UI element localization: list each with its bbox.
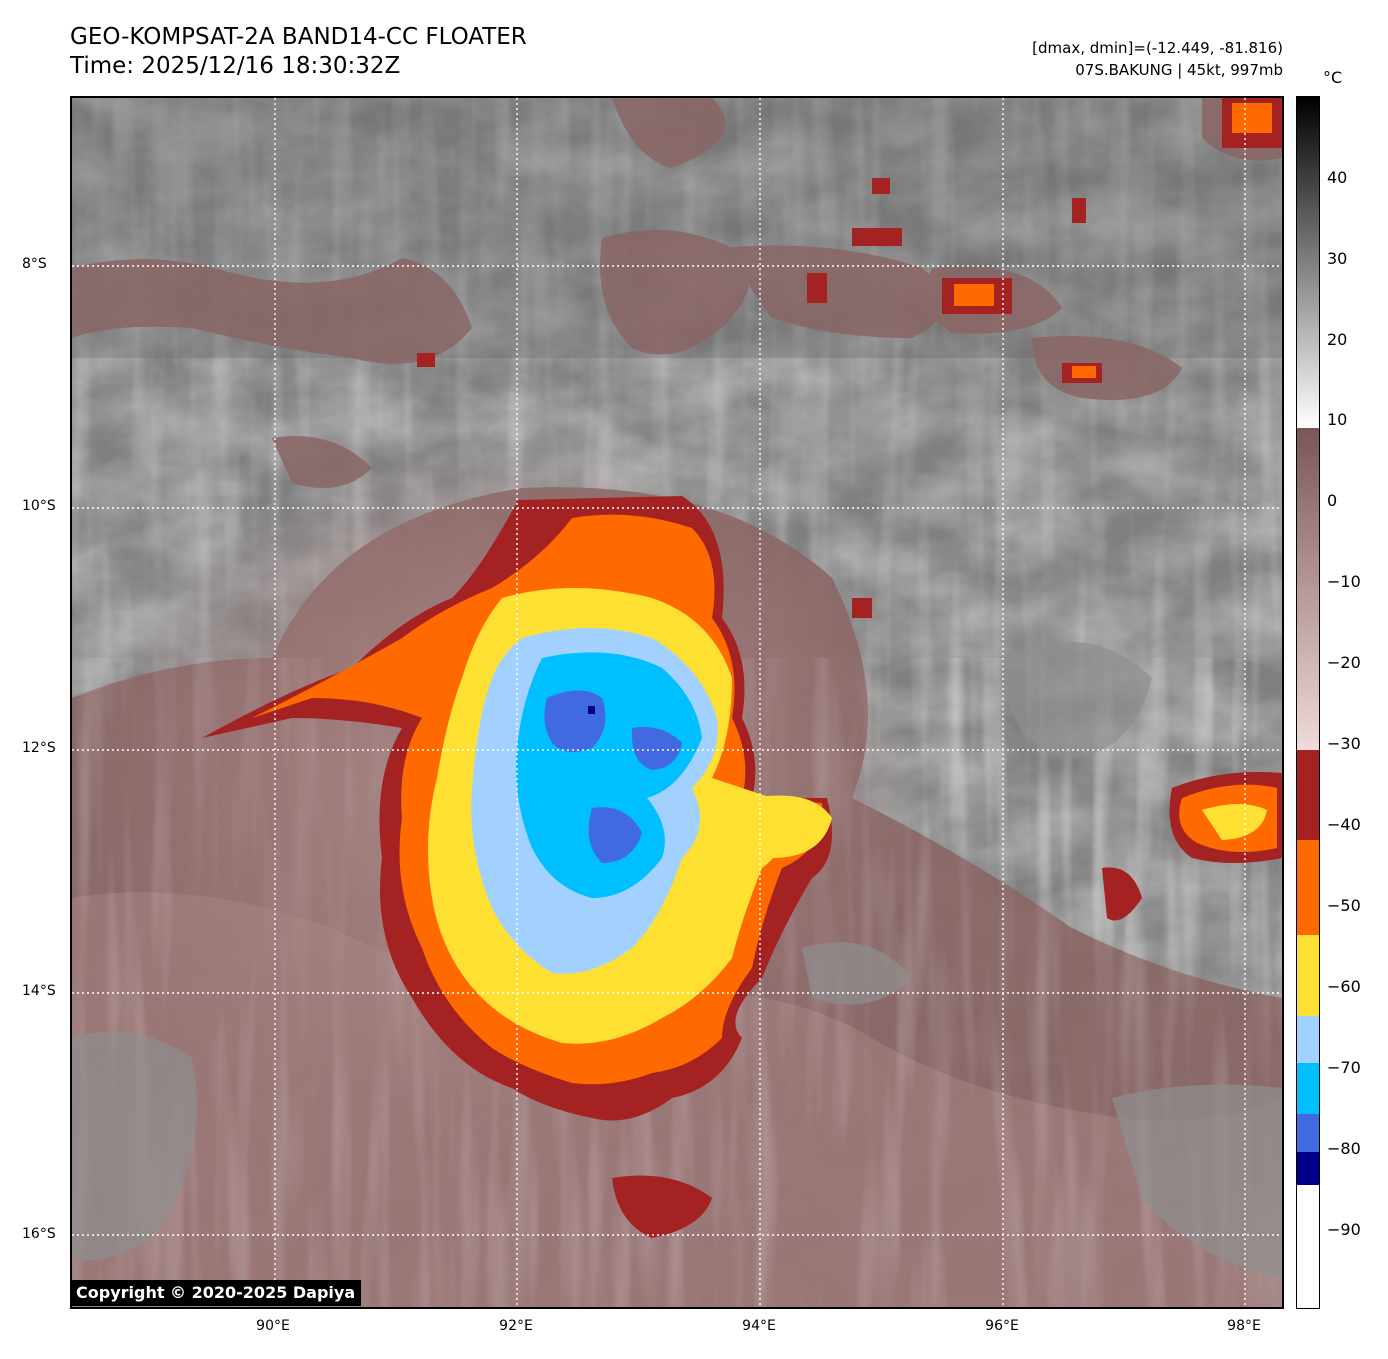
- satellite-imagery: [72, 98, 1282, 1307]
- chart-title: GEO-KOMPSAT-2A BAND14-CC FLOATER: [70, 24, 527, 50]
- colorbar-tick-0: 0: [1327, 491, 1338, 510]
- colorbar-tick-minus80: −80: [1327, 1139, 1361, 1158]
- colorbar-tick-minus90: −90: [1327, 1220, 1361, 1239]
- dmax-dmin-info: [dmax, dmin]=(-12.449, -81.816): [1032, 39, 1283, 57]
- lat-label-8s: 8°S: [22, 256, 47, 272]
- lat-label-14s: 14°S: [22, 983, 56, 999]
- colorbar-tick-minus30: −30: [1327, 734, 1361, 753]
- colorbar-tick-20: 20: [1327, 330, 1348, 349]
- graticule: [72, 98, 1282, 1307]
- colorbar-gradient: [1297, 97, 1319, 1308]
- lon-label-90e: 90°E: [256, 1318, 290, 1334]
- colorbar-tick-minus20: −20: [1327, 653, 1361, 672]
- colorbar-tick-30: 30: [1327, 249, 1348, 268]
- colorbar-unit: °C: [1323, 68, 1343, 87]
- timestamp-title: Time: 2025/12/16 18:30:32Z: [70, 53, 401, 79]
- lat-label-16s: 16°S: [22, 1226, 56, 1242]
- satellite-image-map: [70, 96, 1284, 1309]
- lon-label-92e: 92°E: [499, 1318, 533, 1334]
- colorbar: [1296, 96, 1320, 1309]
- lat-label-12s: 12°S: [22, 740, 56, 756]
- lon-label-94e: 94°E: [742, 1318, 776, 1334]
- colorbar-tick-minus10: −10: [1327, 572, 1361, 591]
- colorbar-tick-10: 10: [1327, 410, 1348, 429]
- lon-label-98e: 98°E: [1227, 1318, 1261, 1334]
- colorbar-tick-40: 40: [1327, 168, 1348, 187]
- colorbar-tick-minus60: −60: [1327, 977, 1361, 996]
- colorbar-tick-minus50: −50: [1327, 896, 1361, 915]
- copyright-label: Copyright © 2020-2025 Dapiya: [70, 1280, 362, 1306]
- colorbar-tick-minus70: −70: [1327, 1058, 1361, 1077]
- storm-info: 07S.BAKUNG | 45kt, 997mb: [1075, 61, 1283, 79]
- lat-label-10s: 10°S: [22, 498, 56, 514]
- colorbar-tick-minus40: −40: [1327, 815, 1361, 834]
- upper-convective-cells: [417, 98, 1282, 383]
- lon-label-96e: 96°E: [985, 1318, 1019, 1334]
- right-convective-cells: [612, 598, 1282, 1238]
